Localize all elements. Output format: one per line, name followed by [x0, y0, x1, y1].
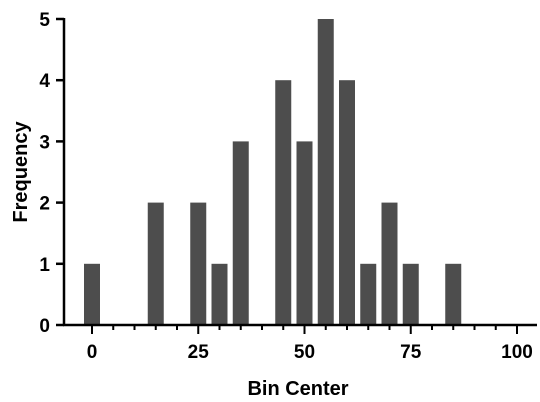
- x-tick-label-75: 75: [400, 342, 422, 363]
- y-tick-label-0: 0: [39, 316, 50, 337]
- bar-0: [84, 263, 100, 325]
- y-tick-label-3: 3: [39, 132, 50, 153]
- bar-55: [317, 19, 334, 325]
- bars-group: [84, 19, 462, 325]
- bar-25: [190, 202, 207, 325]
- bar-15: [147, 202, 164, 325]
- y-tick-label-5: 5: [39, 10, 50, 31]
- y-tick-label-2: 2: [39, 194, 50, 215]
- x-tick-label-50: 50: [294, 342, 315, 363]
- bar-60: [339, 80, 355, 325]
- bar-75: [402, 263, 419, 325]
- bar-50: [296, 141, 313, 325]
- y-axis-title: Frequency: [10, 121, 32, 223]
- bar-30: [211, 263, 228, 325]
- bar-85: [445, 263, 462, 325]
- bar-35: [232, 141, 249, 325]
- bar-65: [360, 263, 377, 325]
- y-tick-label-1: 1: [39, 255, 50, 276]
- bar-70: [381, 202, 398, 325]
- y-tick-label-4: 4: [39, 71, 50, 92]
- x-axis-title: Bin Center: [247, 378, 348, 400]
- x-tick-label-100: 100: [501, 342, 533, 363]
- bar-45: [275, 80, 292, 325]
- x-tick-label-0: 0: [87, 342, 98, 363]
- x-tick-label-25: 25: [188, 342, 210, 363]
